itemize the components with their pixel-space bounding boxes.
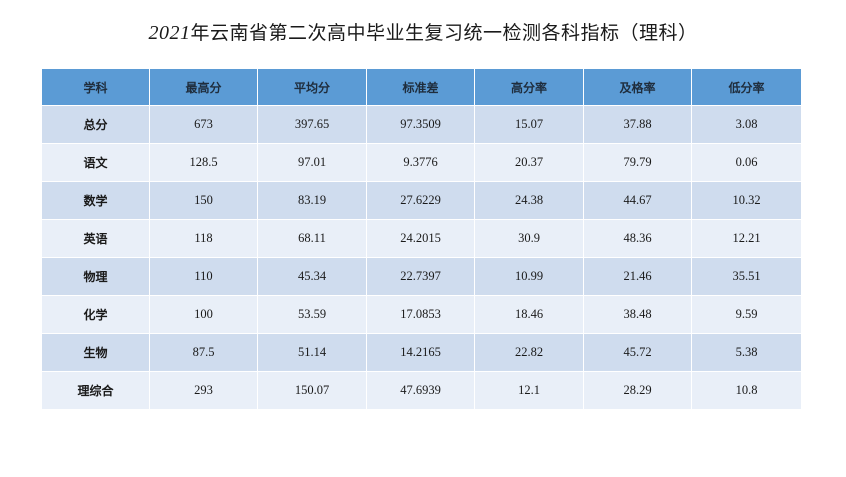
header-high-score-rate: 高分率 — [475, 69, 584, 106]
cell-high-score-rate: 10.99 — [475, 258, 584, 296]
cell-low-score-rate: 12.21 — [692, 220, 801, 258]
cell-max-score: 110 — [150, 258, 258, 296]
cell-std-dev: 97.3509 — [367, 106, 475, 144]
cell-pass-rate: 37.88 — [584, 106, 692, 144]
cell-low-score-rate: 0.06 — [692, 144, 801, 182]
cell-average-score: 97.01 — [258, 144, 367, 182]
cell-average-score: 397.65 — [258, 106, 367, 144]
cell-pass-rate: 38.48 — [584, 296, 692, 334]
table-row: 总分 673 397.65 97.3509 15.07 37.88 3.08 — [42, 106, 801, 144]
cell-std-dev: 27.6229 — [367, 182, 475, 220]
cell-std-dev: 9.3776 — [367, 144, 475, 182]
header-pass-rate: 及格率 — [584, 69, 692, 106]
cell-max-score: 293 — [150, 372, 258, 410]
page-title: 2021年云南省第二次高中毕业生复习统一检测各科指标（理科） — [0, 18, 846, 45]
cell-max-score: 118 — [150, 220, 258, 258]
table-row: 生物 87.5 51.14 14.2165 22.82 45.72 5.38 — [42, 334, 801, 372]
cell-std-dev: 14.2165 — [367, 334, 475, 372]
cell-max-score: 150 — [150, 182, 258, 220]
title-year: 2021 — [148, 22, 191, 44]
cell-low-score-rate: 5.38 — [692, 334, 801, 372]
cell-subject: 化学 — [42, 296, 150, 334]
cell-average-score: 51.14 — [258, 334, 367, 372]
title-text: 年云南省第二次高中毕业生复习统一检测各科指标（理科） — [190, 22, 698, 44]
cell-low-score-rate: 9.59 — [692, 296, 801, 334]
cell-high-score-rate: 15.07 — [475, 106, 584, 144]
cell-pass-rate: 45.72 — [584, 334, 692, 372]
header-subject: 学科 — [42, 69, 150, 106]
cell-pass-rate: 28.29 — [584, 372, 692, 410]
cell-low-score-rate: 10.8 — [692, 372, 801, 410]
cell-max-score: 100 — [150, 296, 258, 334]
cell-high-score-rate: 30.9 — [475, 220, 584, 258]
cell-high-score-rate: 18.46 — [475, 296, 584, 334]
header-low-score-rate: 低分率 — [692, 69, 801, 106]
table-row: 数学 150 83.19 27.6229 24.38 44.67 10.32 — [42, 182, 801, 220]
cell-subject: 语文 — [42, 144, 150, 182]
cell-subject: 数学 — [42, 182, 150, 220]
cell-average-score: 68.11 — [258, 220, 367, 258]
cell-max-score: 87.5 — [150, 334, 258, 372]
header-max-score: 最高分 — [150, 69, 258, 106]
table-row: 化学 100 53.59 17.0853 18.46 38.48 9.59 — [42, 296, 801, 334]
cell-std-dev: 17.0853 — [367, 296, 475, 334]
cell-max-score: 673 — [150, 106, 258, 144]
table-row: 语文 128.5 97.01 9.3776 20.37 79.79 0.06 — [42, 144, 801, 182]
cell-pass-rate: 44.67 — [584, 182, 692, 220]
cell-subject: 英语 — [42, 220, 150, 258]
cell-std-dev: 24.2015 — [367, 220, 475, 258]
table-row: 物理 110 45.34 22.7397 10.99 21.46 35.51 — [42, 258, 801, 296]
header-average-score: 平均分 — [258, 69, 367, 106]
table-row: 理综合 293 150.07 47.6939 12.1 28.29 10.8 — [42, 372, 801, 410]
cell-subject: 物理 — [42, 258, 150, 296]
cell-low-score-rate: 35.51 — [692, 258, 801, 296]
cell-average-score: 150.07 — [258, 372, 367, 410]
cell-subject: 总分 — [42, 106, 150, 144]
statistics-table: 学科 最高分 平均分 标准差 高分率 及格率 低分率 总分 673 397.65… — [42, 69, 801, 410]
cell-std-dev: 22.7397 — [367, 258, 475, 296]
cell-subject: 生物 — [42, 334, 150, 372]
cell-pass-rate: 48.36 — [584, 220, 692, 258]
cell-average-score: 83.19 — [258, 182, 367, 220]
cell-std-dev: 47.6939 — [367, 372, 475, 410]
cell-high-score-rate: 22.82 — [475, 334, 584, 372]
cell-pass-rate: 21.46 — [584, 258, 692, 296]
cell-low-score-rate: 3.08 — [692, 106, 801, 144]
cell-max-score: 128.5 — [150, 144, 258, 182]
header-std-dev: 标准差 — [367, 69, 475, 106]
table-header-row: 学科 最高分 平均分 标准差 高分率 及格率 低分率 — [42, 69, 801, 106]
table-row: 英语 118 68.11 24.2015 30.9 48.36 12.21 — [42, 220, 801, 258]
cell-high-score-rate: 24.38 — [475, 182, 584, 220]
cell-high-score-rate: 12.1 — [475, 372, 584, 410]
cell-high-score-rate: 20.37 — [475, 144, 584, 182]
cell-subject: 理综合 — [42, 372, 150, 410]
cell-average-score: 53.59 — [258, 296, 367, 334]
cell-average-score: 45.34 — [258, 258, 367, 296]
cell-low-score-rate: 10.32 — [692, 182, 801, 220]
cell-pass-rate: 79.79 — [584, 144, 692, 182]
